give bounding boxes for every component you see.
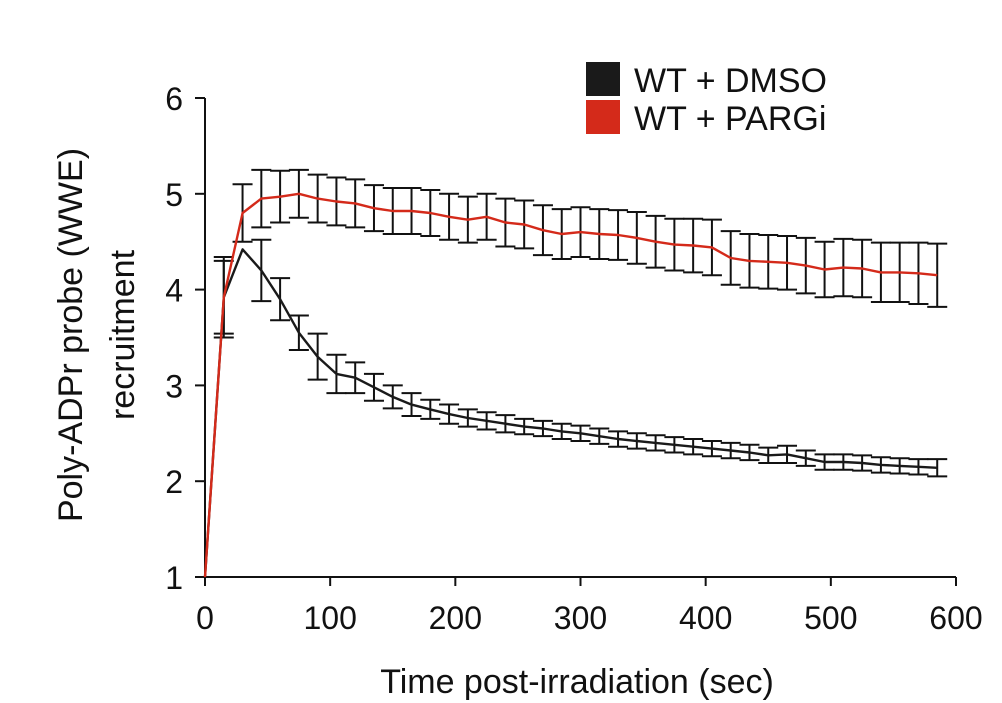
y-tick-label: 4 [165,273,183,309]
x-tick-label: 100 [303,600,356,636]
y-tick-label: 6 [165,81,183,117]
legend-swatch-wt-dmso [586,62,620,96]
error-bars-wt-pargi [213,168,948,339]
series-wt-dmso [213,238,948,478]
y-ticks: 1 2 3 4 5 6 [165,81,205,596]
axes: 0 100 200 300 400 500 600 1 2 3 4 5 6 [165,81,982,636]
legend-swatch-wt-pargi [586,100,620,134]
legend: WT + DMSO WT + PARGi [586,62,827,138]
x-tick-label: 400 [679,600,732,636]
x-tick-label: 300 [554,600,607,636]
series-wt-pargi [213,168,948,339]
legend-label-wt-dmso: WT + DMSO [634,62,827,100]
legend-label-wt-pargi: WT + PARGi [634,100,826,138]
y-axis-title-line-1: Poly-ADPr probe (WWE) [52,148,90,522]
error-bars-wt-dmso [213,238,948,478]
x-tick-label: 0 [196,600,214,636]
x-ticks: 0 100 200 300 400 500 600 [196,577,983,636]
y-tick-label: 2 [165,464,183,500]
series-line-wt-pargi [203,192,938,578]
y-tick-label: 3 [165,368,183,404]
series-line-wt-dmso [203,248,938,578]
y-axis-title: Poly-ADPr probe (WWE) recruitment [52,148,142,522]
y-tick-label: 5 [165,177,183,213]
plot-series [203,168,948,578]
y-axis-title-line-2: recruitment [104,249,142,420]
x-axis-title: Time post-irradiation (sec) [380,663,774,701]
x-tick-label: 500 [804,600,857,636]
x-tick-label: 200 [429,600,482,636]
y-tick-label: 1 [165,560,183,596]
x-tick-label: 600 [929,600,982,636]
